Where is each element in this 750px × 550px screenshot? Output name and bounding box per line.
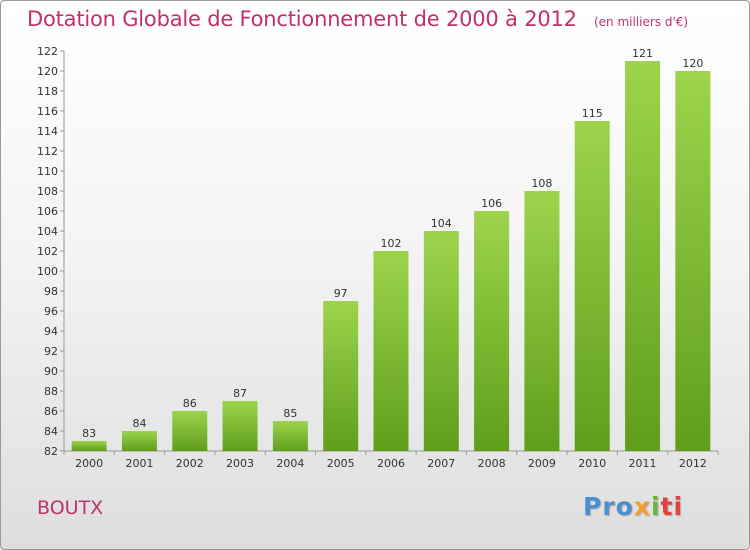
y-tick-label: 100 xyxy=(37,265,58,278)
y-tick-label: 82 xyxy=(44,445,58,458)
x-tick-label: 2004 xyxy=(276,457,304,470)
bar xyxy=(423,231,459,451)
y-tick-label: 104 xyxy=(37,225,58,238)
bar-value-label: 83 xyxy=(82,427,96,440)
bar-value-label: 85 xyxy=(283,407,297,420)
x-tick-label: 2003 xyxy=(226,457,254,470)
x-tick-label: 2002 xyxy=(176,457,204,470)
bar-value-label: 115 xyxy=(582,107,603,120)
y-axis: 82 84 86 88 90 92 94 96 98 100 102 104 106 108 110 112 1… xyxy=(37,45,65,458)
x-tick-label: 2007 xyxy=(427,457,455,470)
y-tick-label: 120 xyxy=(37,65,58,78)
bar xyxy=(272,421,308,451)
y-tick-label: 108 xyxy=(37,185,58,198)
y-tick-label: 122 xyxy=(37,45,58,58)
bar-value-label: 106 xyxy=(481,197,502,210)
logo-part-1: Pro xyxy=(583,492,634,521)
bar xyxy=(675,71,711,451)
logo-part-2: x xyxy=(633,492,651,521)
bar-value-label: 121 xyxy=(632,47,653,60)
bar xyxy=(373,251,409,451)
bar xyxy=(625,61,661,451)
x-tick-label: 2005 xyxy=(327,457,355,470)
x-tick-label: 2009 xyxy=(528,457,556,470)
y-tick-label: 86 xyxy=(44,405,58,418)
place-name: BOUTX xyxy=(37,497,104,519)
bar xyxy=(474,211,510,451)
x-axis: 2000 2001 2002 2003 2004 2005 2006 2007 2008 2009… xyxy=(63,450,719,470)
y-tick-label: 116 xyxy=(37,105,58,118)
y-tick-label: 112 xyxy=(37,145,58,158)
bars xyxy=(71,61,711,451)
x-tick-label: 2011 xyxy=(629,457,657,470)
bar xyxy=(71,441,107,451)
y-tick-label: 84 xyxy=(44,425,58,438)
y-tick-label: 92 xyxy=(44,345,58,358)
title-row: Dotation Globale de Fonctionnement de 20… xyxy=(27,7,688,31)
bar-value-label: 87 xyxy=(233,387,247,400)
bar-value-label: 108 xyxy=(531,177,552,190)
bar-value-label: 84 xyxy=(132,417,146,430)
bar xyxy=(172,411,208,451)
proxiti-logo[interactable]: Proxiti xyxy=(583,492,683,521)
bar-value-label: 104 xyxy=(431,217,452,230)
y-tick-label: 98 xyxy=(44,285,58,298)
y-tick-label: 88 xyxy=(44,385,58,398)
bar xyxy=(222,401,258,451)
logo-part-4: ti xyxy=(660,492,684,521)
y-tick-label: 90 xyxy=(44,365,58,378)
bar xyxy=(323,301,359,451)
bar xyxy=(524,191,560,451)
x-tick-label: 2006 xyxy=(377,457,405,470)
x-tick-label: 2010 xyxy=(578,457,606,470)
y-tick-label: 110 xyxy=(37,165,58,178)
logo-part-3: i xyxy=(650,492,661,521)
bar-value-label: 86 xyxy=(183,397,197,410)
unit-label: (en milliers d'€) xyxy=(593,15,689,29)
y-tick-label: 102 xyxy=(37,245,58,258)
y-tick-label: 106 xyxy=(37,205,58,218)
y-tick-label: 94 xyxy=(44,325,58,338)
bar xyxy=(121,431,157,451)
bar xyxy=(574,121,610,451)
x-tick-label: 2001 xyxy=(125,457,153,470)
x-tick-label: 2008 xyxy=(478,457,506,470)
y-tick-label: 96 xyxy=(44,305,58,318)
bar-value-label: 97 xyxy=(334,287,348,300)
bar-value-label: 102 xyxy=(381,237,402,250)
data-labels: 83 84 86 87 85 97 102 104 106 108 115 121 120 xyxy=(82,47,703,440)
x-tick-label: 2012 xyxy=(679,457,707,470)
bar-value-label: 120 xyxy=(682,57,703,70)
y-tick-label: 118 xyxy=(37,85,58,98)
x-tick-label: 2000 xyxy=(75,457,103,470)
chart-title: Dotation Globale de Fonctionnement de 20… xyxy=(27,7,577,31)
y-tick-label: 114 xyxy=(37,125,58,138)
